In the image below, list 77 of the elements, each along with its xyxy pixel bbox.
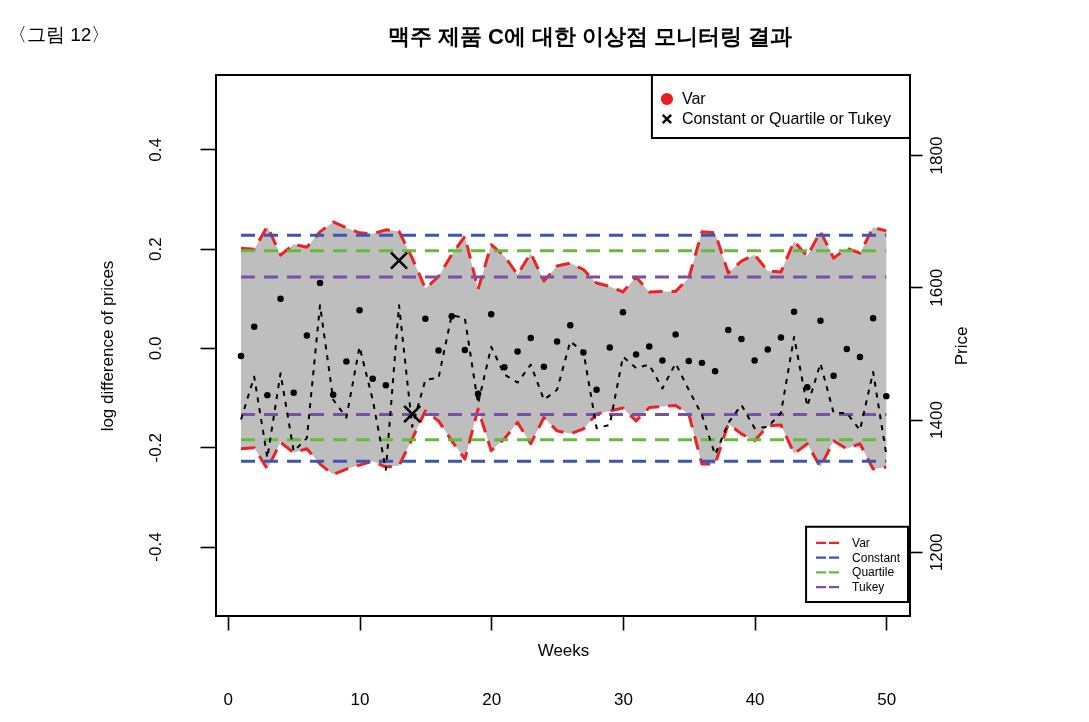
point xyxy=(751,357,758,364)
chart-title: 맥주 제품 C에 대한 이상점 모니터링 결과 xyxy=(387,24,793,49)
point xyxy=(764,346,772,353)
y-tick-label: -0.4 xyxy=(145,532,165,562)
y2-tick-label: 1200 xyxy=(926,533,946,572)
point xyxy=(725,326,732,334)
point xyxy=(237,352,245,360)
y-axis-title: log difference of prices xyxy=(97,260,117,432)
point xyxy=(567,321,574,329)
point xyxy=(817,317,824,324)
line-series xyxy=(239,404,888,477)
text: 〈그림 12〉 xyxy=(8,24,111,45)
point xyxy=(790,308,798,315)
line-series xyxy=(240,304,888,471)
point xyxy=(389,251,409,270)
point xyxy=(343,358,350,365)
point xyxy=(369,375,376,382)
y-tick-label: -0.2 xyxy=(145,433,165,463)
point xyxy=(869,314,877,322)
point xyxy=(606,344,613,351)
y2-tick-label: 1600 xyxy=(926,268,946,307)
y-tick-label: 0.0 xyxy=(145,336,165,361)
y-tick-label: 0.4 xyxy=(145,138,165,162)
point xyxy=(402,404,422,424)
point xyxy=(487,311,495,318)
point xyxy=(883,392,890,400)
point xyxy=(593,386,600,393)
point xyxy=(804,383,811,391)
point xyxy=(632,351,640,358)
point xyxy=(264,391,271,399)
point xyxy=(540,363,548,371)
x-axis-title: Weeks xyxy=(537,640,590,660)
point xyxy=(329,391,337,398)
point xyxy=(659,357,666,364)
point xyxy=(303,332,311,339)
point xyxy=(830,372,837,380)
legend-label: Constant xyxy=(852,550,901,565)
y2-axis-title: Price xyxy=(951,326,971,366)
point xyxy=(619,309,627,316)
line-series xyxy=(239,220,888,294)
legend-label: Var xyxy=(681,90,707,107)
point xyxy=(843,345,851,353)
point xyxy=(777,334,785,341)
point xyxy=(435,347,442,354)
x-tick-label: 0 xyxy=(223,689,234,709)
point xyxy=(711,368,719,375)
x-tick-label: 40 xyxy=(745,689,765,709)
point xyxy=(448,312,455,320)
point xyxy=(290,389,297,396)
point xyxy=(316,279,324,287)
legend-label: Tukey xyxy=(852,580,885,595)
y2-tick-label: 1400 xyxy=(926,401,946,439)
point xyxy=(527,334,534,342)
legend-label: Var xyxy=(852,535,870,550)
y2-tick-label: 1800 xyxy=(926,136,946,175)
point xyxy=(356,307,363,314)
point xyxy=(738,335,745,343)
point xyxy=(461,346,469,354)
x-tick-label: 50 xyxy=(877,689,897,709)
point xyxy=(672,331,679,338)
point xyxy=(250,323,258,330)
point xyxy=(553,338,561,345)
point xyxy=(856,353,864,361)
x-tick-label: 10 xyxy=(350,689,370,709)
point xyxy=(514,348,521,355)
point xyxy=(277,295,284,303)
point xyxy=(685,357,692,365)
point xyxy=(646,343,653,350)
x-tick-label: 30 xyxy=(613,689,633,709)
y-tick-label: 0.2 xyxy=(145,237,165,262)
point xyxy=(474,390,482,397)
legend-label: Constant or Quartile or Tukey xyxy=(681,110,891,127)
point xyxy=(382,381,390,389)
legend-label: Quartile xyxy=(852,565,895,580)
point xyxy=(422,315,429,322)
x-tick-label: 20 xyxy=(482,689,502,709)
point xyxy=(698,359,706,367)
